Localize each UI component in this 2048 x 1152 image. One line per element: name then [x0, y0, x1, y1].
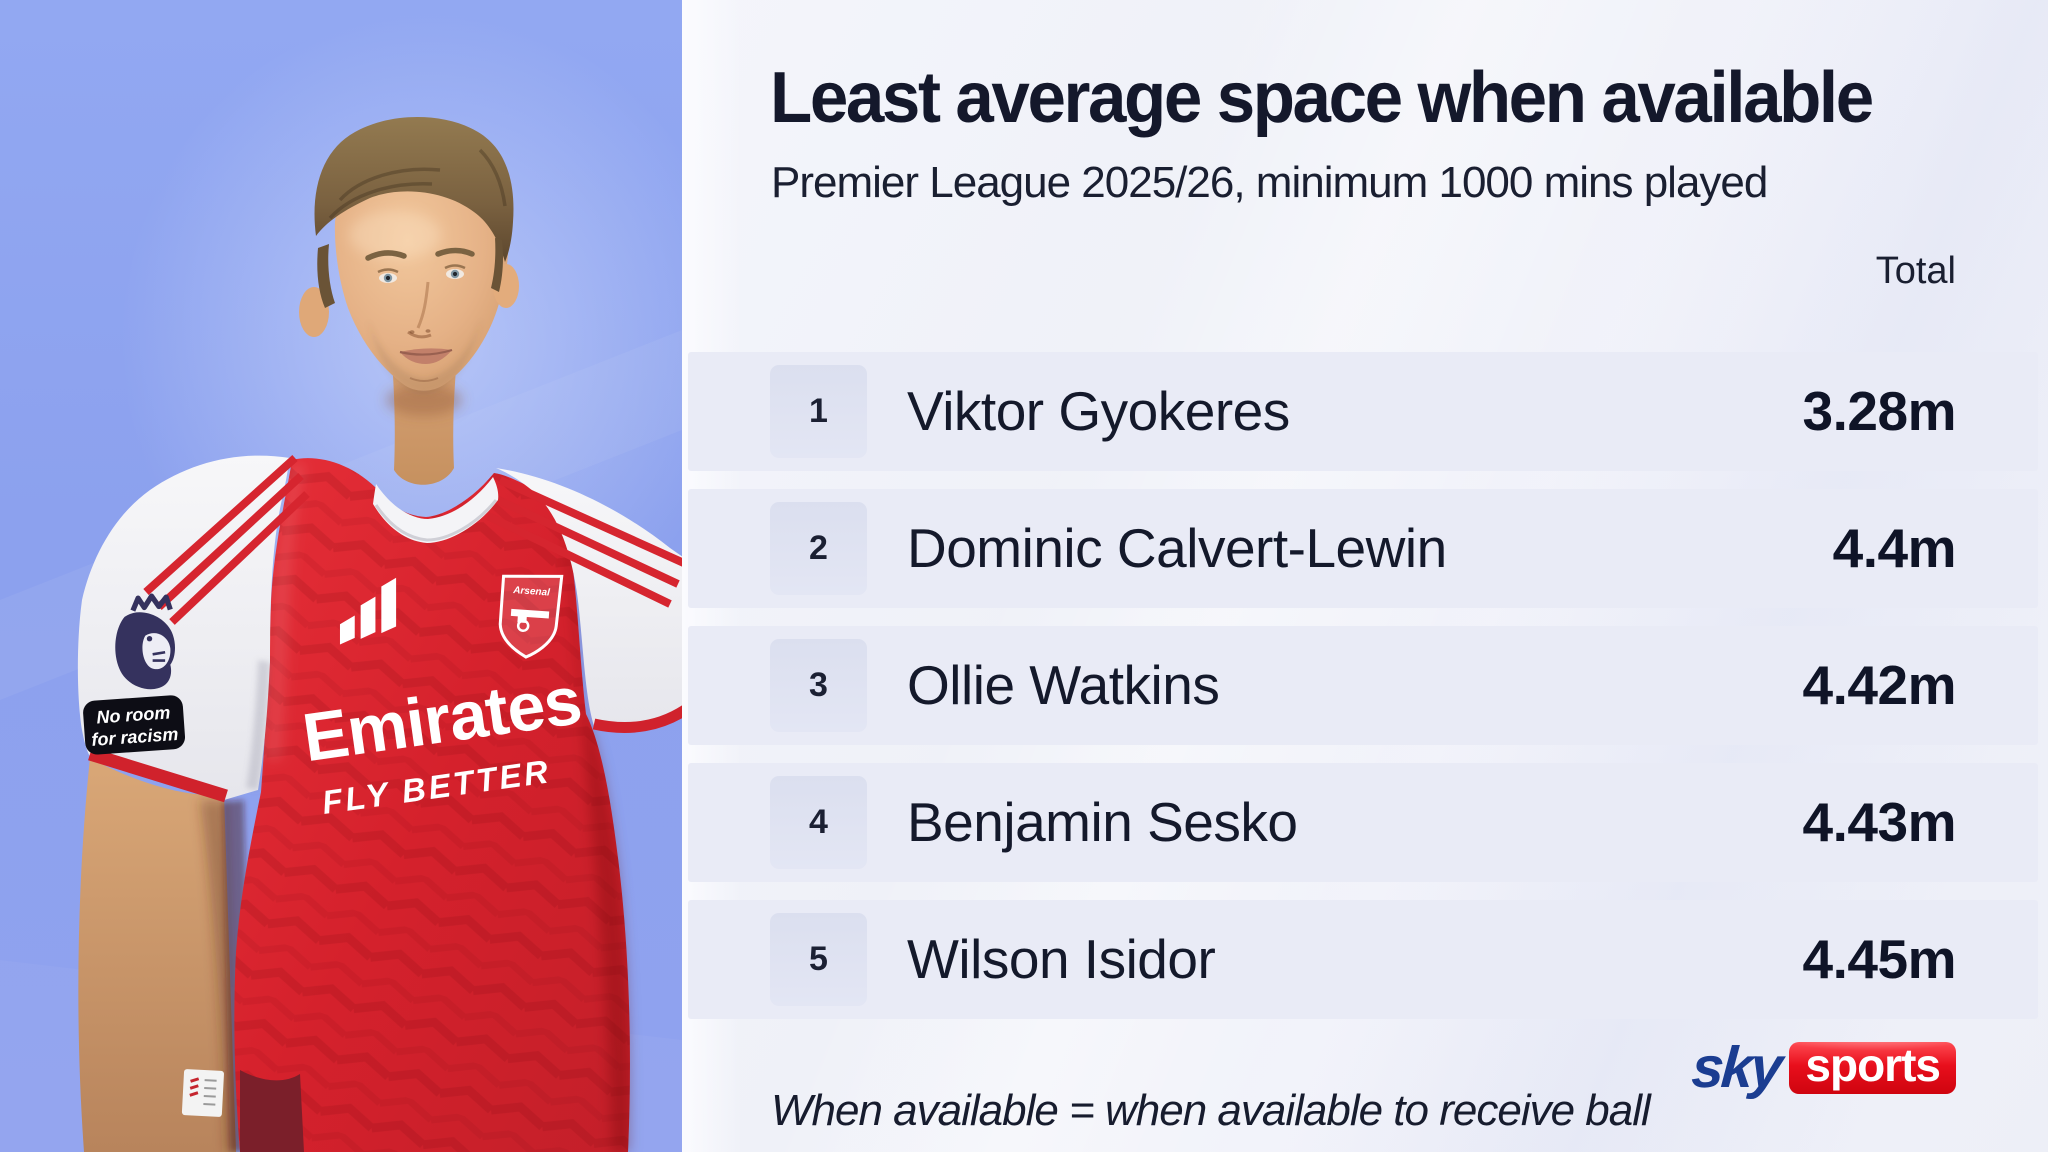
table-row: 2 Dominic Calvert-Lewin 4.4m [688, 489, 2038, 608]
premier-league-patch [115, 593, 175, 690]
column-header-total: Total [1875, 250, 1956, 292]
total-value: 4.43m [1802, 791, 1957, 853]
jersey-hem-tag [181, 1069, 224, 1117]
table-row: 5 Wilson Isidor 4.45m [688, 900, 2038, 1019]
rank-number: 1 [809, 392, 828, 430]
no-room-for-racism-badge: No room for racism [83, 695, 186, 755]
jersey-collar [373, 477, 499, 543]
arsenal-crest: Arsenal [498, 574, 564, 659]
rank-badge: 4 [770, 776, 867, 869]
rank-badge: 2 [770, 502, 867, 595]
subtitle: Premier League 2025/26, minimum 1000 min… [771, 158, 1768, 207]
rank-badge: 1 [770, 365, 867, 458]
crest-label: Arsenal [512, 585, 551, 599]
adidas-logo [339, 577, 397, 645]
player-name: Dominic Calvert-Lewin [907, 517, 1447, 579]
table-row: 1 Viktor Gyokeres 3.28m [688, 352, 2038, 471]
right-cuff-trim [592, 705, 682, 733]
sky-logo-text: sky [1689, 1035, 1782, 1100]
total-value: 4.4m [1832, 517, 1957, 579]
player-name: Benjamin Sesko [907, 791, 1298, 853]
player-name: Ollie Watkins [907, 654, 1220, 716]
sky-sports-logo: sky sports [1689, 1035, 1956, 1100]
player-photo-panel: No room for racism [0, 0, 682, 1152]
player-name: Viktor Gyokeres [907, 380, 1290, 442]
player-head [299, 117, 519, 485]
player-name: Wilson Isidor [907, 928, 1216, 990]
total-value: 3.28m [1802, 380, 1957, 442]
page-title: Least average space when available [770, 58, 1874, 138]
rank-number: 2 [809, 529, 828, 567]
table-row: 4 Benjamin Sesko 4.43m [688, 763, 2038, 882]
player-hair [314, 117, 514, 262]
left-cuff-trim [88, 747, 228, 803]
rank-badge: 3 [770, 639, 867, 732]
ranking-list: 1 Viktor Gyokeres 3.28m 2 Dominic Calvert-Le… [682, 0, 2048, 1152]
player-photo: No room for racism [0, 0, 682, 1152]
total-value: 4.42m [1802, 654, 1957, 716]
total-value: 4.45m [1802, 928, 1957, 990]
sports-logo-badge: sports [1789, 1039, 1956, 1094]
rank-badge: 5 [770, 913, 867, 1006]
jersey-body [234, 458, 631, 1152]
table-row: 3 Ollie Watkins 4.42m [688, 626, 2038, 745]
rank-number: 5 [809, 940, 828, 978]
rank-number: 4 [809, 803, 828, 841]
footnote: When available = when available to recei… [771, 1086, 1651, 1135]
stats-panel: Least average space when available Premi… [682, 0, 2048, 1152]
rank-number: 3 [809, 666, 828, 704]
